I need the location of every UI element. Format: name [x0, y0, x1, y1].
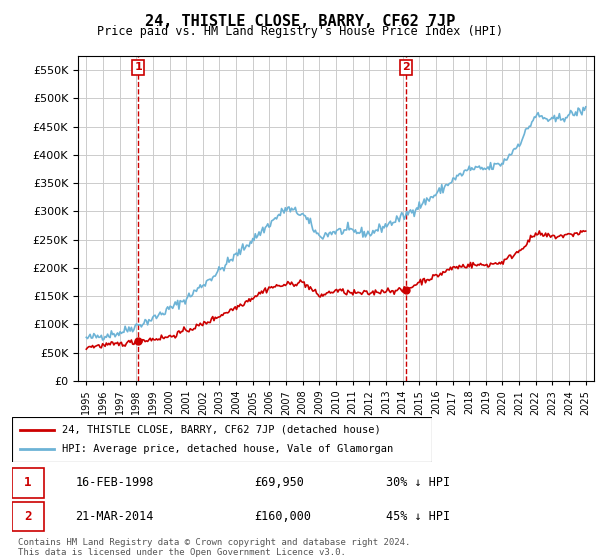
- Text: Contains HM Land Registry data © Crown copyright and database right 2024.
This d: Contains HM Land Registry data © Crown c…: [18, 538, 410, 557]
- Text: 45% ↓ HPI: 45% ↓ HPI: [386, 510, 451, 523]
- Text: HPI: Average price, detached house, Vale of Glamorgan: HPI: Average price, detached house, Vale…: [62, 445, 394, 455]
- Text: 2: 2: [24, 510, 31, 523]
- Text: 24, THISTLE CLOSE, BARRY, CF62 7JP: 24, THISTLE CLOSE, BARRY, CF62 7JP: [145, 14, 455, 29]
- Text: 2: 2: [402, 63, 410, 72]
- Text: Price paid vs. HM Land Registry's House Price Index (HPI): Price paid vs. HM Land Registry's House …: [97, 25, 503, 38]
- Text: 21-MAR-2014: 21-MAR-2014: [76, 510, 154, 523]
- Text: 24, THISTLE CLOSE, BARRY, CF62 7JP (detached house): 24, THISTLE CLOSE, BARRY, CF62 7JP (deta…: [62, 424, 381, 435]
- FancyBboxPatch shape: [12, 468, 44, 498]
- Text: 1: 1: [134, 63, 142, 72]
- Text: £69,950: £69,950: [254, 477, 304, 489]
- Text: 30% ↓ HPI: 30% ↓ HPI: [386, 477, 451, 489]
- FancyBboxPatch shape: [12, 502, 44, 531]
- Text: 1: 1: [24, 477, 31, 489]
- Text: 16-FEB-1998: 16-FEB-1998: [76, 477, 154, 489]
- Text: £160,000: £160,000: [254, 510, 311, 523]
- FancyBboxPatch shape: [12, 417, 432, 462]
